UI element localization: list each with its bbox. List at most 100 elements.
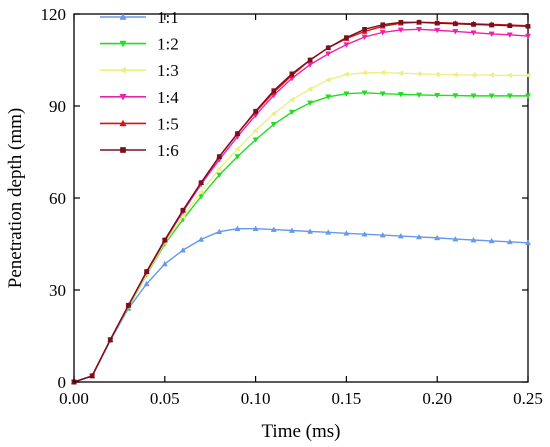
data-point bbox=[288, 96, 295, 103]
y-tick-label: 0 bbox=[58, 373, 67, 392]
data-point bbox=[506, 238, 513, 245]
series-line bbox=[73, 71, 528, 383]
series-line bbox=[73, 28, 529, 383]
data-point bbox=[270, 110, 277, 117]
data-point bbox=[524, 33, 532, 40]
x-tick-label: 0.25 bbox=[513, 389, 543, 408]
data-point bbox=[144, 269, 149, 274]
x-tick-label: 0.15 bbox=[332, 389, 362, 408]
data-point bbox=[507, 23, 513, 28]
data-point bbox=[361, 69, 367, 76]
data-point bbox=[397, 232, 404, 239]
x-tick-label: 0.05 bbox=[150, 389, 180, 408]
data-point bbox=[452, 71, 458, 78]
data-point bbox=[397, 27, 404, 34]
legend-marker bbox=[119, 40, 127, 48]
data-point bbox=[234, 154, 241, 160]
legend-marker bbox=[119, 13, 127, 20]
data-point bbox=[271, 88, 277, 93]
legend: 1:1 1:2 1:3 1:4 1:5 1:6 bbox=[100, 8, 179, 160]
data-point bbox=[415, 70, 422, 77]
data-point bbox=[452, 235, 459, 242]
data-point bbox=[452, 93, 459, 99]
data-point bbox=[506, 93, 513, 99]
data-point bbox=[234, 225, 241, 231]
x-tick-label: 0.20 bbox=[422, 389, 452, 408]
data-point bbox=[252, 137, 259, 143]
data-point bbox=[235, 131, 240, 136]
data-point bbox=[362, 27, 367, 32]
data-point bbox=[270, 226, 277, 232]
data-point bbox=[216, 165, 222, 172]
data-point bbox=[162, 237, 168, 243]
data-point bbox=[361, 90, 368, 96]
legend-item: 1:1 bbox=[100, 8, 179, 27]
data-point bbox=[343, 230, 350, 236]
data-point bbox=[452, 29, 459, 35]
data-point bbox=[288, 227, 295, 233]
data-point bbox=[470, 72, 476, 79]
series-1 bbox=[70, 90, 532, 386]
data-point bbox=[380, 22, 386, 28]
series-line bbox=[73, 227, 529, 383]
data-point bbox=[434, 20, 440, 26]
y-tick-label: 60 bbox=[49, 189, 66, 208]
legend-marker bbox=[119, 119, 127, 127]
series-line bbox=[73, 92, 528, 383]
series-3 bbox=[70, 27, 532, 386]
data-point bbox=[216, 228, 223, 235]
data-point bbox=[344, 35, 349, 40]
series-layer bbox=[70, 19, 532, 386]
data-point bbox=[434, 71, 440, 78]
data-point bbox=[416, 27, 423, 33]
data-point bbox=[434, 234, 441, 241]
data-point bbox=[489, 22, 495, 28]
data-point bbox=[307, 57, 313, 63]
data-point bbox=[234, 145, 240, 152]
data-point bbox=[416, 92, 423, 99]
data-point bbox=[307, 228, 314, 234]
data-point bbox=[270, 122, 277, 128]
data-point bbox=[198, 180, 204, 185]
data-point bbox=[307, 62, 314, 68]
data-point bbox=[161, 260, 168, 267]
data-point bbox=[361, 231, 368, 237]
data-point bbox=[379, 91, 386, 97]
data-point bbox=[525, 23, 531, 29]
tick-layer: 0.00 0.05 0.10 0.15 0.20 0.25 0 30 60 90 120 bbox=[41, 5, 543, 408]
y-tick-label: 30 bbox=[49, 281, 66, 300]
data-point bbox=[398, 19, 404, 25]
data-point bbox=[416, 233, 423, 240]
data-point bbox=[252, 127, 258, 134]
data-point bbox=[253, 108, 258, 114]
data-point bbox=[216, 172, 223, 179]
x-axis-title: Time (ms) bbox=[261, 421, 340, 442]
data-point bbox=[325, 229, 332, 235]
data-point bbox=[179, 213, 186, 220]
data-point bbox=[198, 194, 205, 200]
data-point bbox=[325, 45, 331, 51]
data-point bbox=[179, 247, 186, 253]
legend-label: 1:1 bbox=[157, 8, 179, 27]
x-tick-label: 0.10 bbox=[241, 389, 271, 408]
data-point bbox=[379, 231, 386, 238]
legend-item: 1:2 bbox=[100, 35, 179, 54]
data-point bbox=[397, 70, 404, 77]
legend-marker bbox=[119, 66, 126, 74]
data-point bbox=[397, 92, 404, 98]
data-point bbox=[379, 30, 386, 36]
data-point bbox=[506, 32, 513, 38]
data-point bbox=[470, 236, 477, 243]
data-point bbox=[288, 109, 295, 116]
data-point bbox=[252, 225, 259, 231]
data-point bbox=[143, 280, 150, 287]
x-tick-label: 0.00 bbox=[59, 389, 89, 408]
legend-label: 1:2 bbox=[157, 35, 179, 54]
legend-label: 1:4 bbox=[157, 88, 179, 107]
legend-marker bbox=[120, 147, 126, 153]
legend-marker bbox=[119, 93, 127, 101]
data-point bbox=[107, 337, 113, 343]
data-point bbox=[89, 373, 95, 379]
data-point bbox=[361, 34, 368, 41]
data-point bbox=[289, 71, 295, 77]
